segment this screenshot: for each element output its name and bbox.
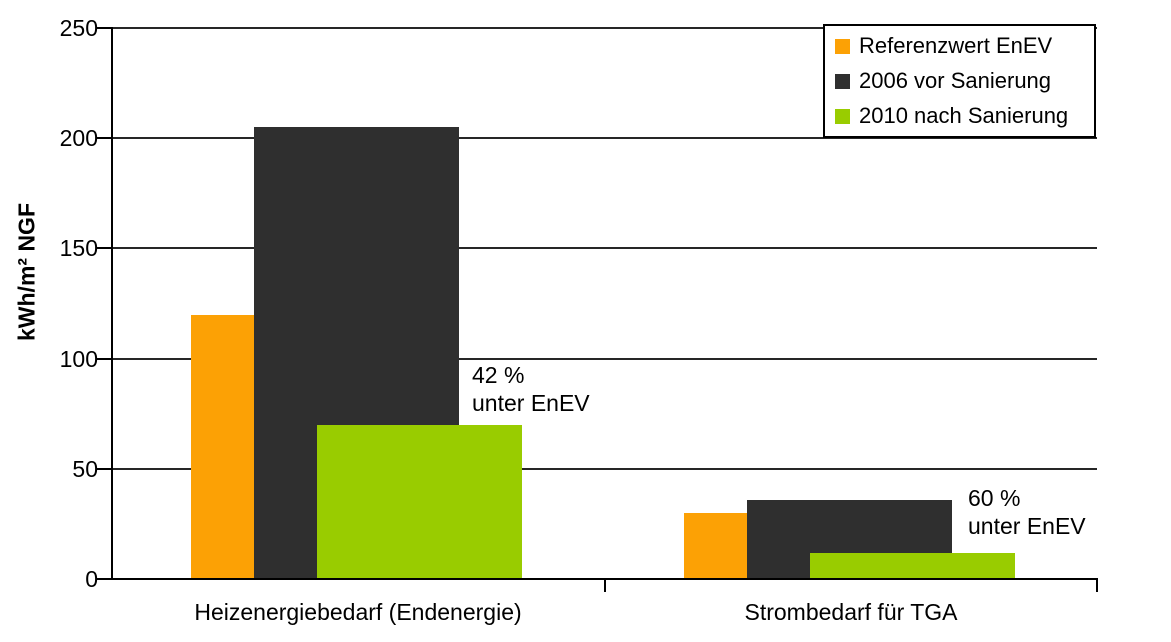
y-tick-label: 250 xyxy=(59,15,98,41)
y-axis-tick xyxy=(96,247,112,249)
legend-item-referenzwert-enev: Referenzwert EnEV xyxy=(835,29,1094,64)
y-tick-label: 100 xyxy=(59,346,98,372)
annotation-line: unter EnEV xyxy=(472,390,590,416)
x-axis-tick xyxy=(1096,579,1098,592)
legend-label: Referenzwert EnEV xyxy=(859,33,1053,58)
bar-series2-cat1 xyxy=(810,553,1015,579)
y-tick-label: 0 xyxy=(85,566,98,592)
annotation-line: 60 % xyxy=(968,485,1021,511)
gridline xyxy=(112,358,1097,360)
x-category-label: Heizenergiebedarf (Endenergie) xyxy=(194,599,522,625)
y-tick-label: 50 xyxy=(72,456,98,482)
legend: Referenzwert EnEV 2006 vor Sanierung 201… xyxy=(823,24,1096,138)
legend-item-2006-vor-sanierung: 2006 vor Sanierung xyxy=(835,64,1094,99)
y-tick-label: 200 xyxy=(59,125,98,151)
y-axis-tick xyxy=(96,578,112,580)
legend-swatch-dark-icon xyxy=(835,73,850,89)
y-axis-tick xyxy=(96,27,112,29)
annotation-42-percent: 42 % unter EnEV xyxy=(472,361,590,417)
legend-label: 2006 vor Sanierung xyxy=(859,68,1052,93)
gridline xyxy=(112,247,1097,249)
y-axis-line xyxy=(111,27,113,580)
annotation-line: 42 % xyxy=(472,362,525,388)
gridline xyxy=(112,137,1097,139)
x-axis-tick xyxy=(604,579,606,592)
annotation-line: unter EnEV xyxy=(968,513,1086,539)
x-category-label: Strombedarf für TGA xyxy=(744,599,958,625)
legend-swatch-orange-icon xyxy=(835,38,850,54)
y-axis-title: kWh/m² NGF xyxy=(13,203,40,341)
legend-item-2010-nach-sanierung: 2010 nach Sanierung xyxy=(835,99,1094,134)
y-axis-tick xyxy=(96,468,112,470)
gridline xyxy=(112,27,1097,29)
y-axis-tick xyxy=(96,137,112,139)
y-tick-label: 150 xyxy=(59,235,98,261)
gridline xyxy=(112,468,1097,470)
legend-label: 2010 nach Sanierung xyxy=(859,103,1069,128)
annotation-60-percent: 60 % unter EnEV xyxy=(968,484,1086,540)
y-axis-tick xyxy=(96,358,112,360)
legend-swatch-green-icon xyxy=(835,108,850,124)
bar-series2-cat0 xyxy=(317,425,522,579)
